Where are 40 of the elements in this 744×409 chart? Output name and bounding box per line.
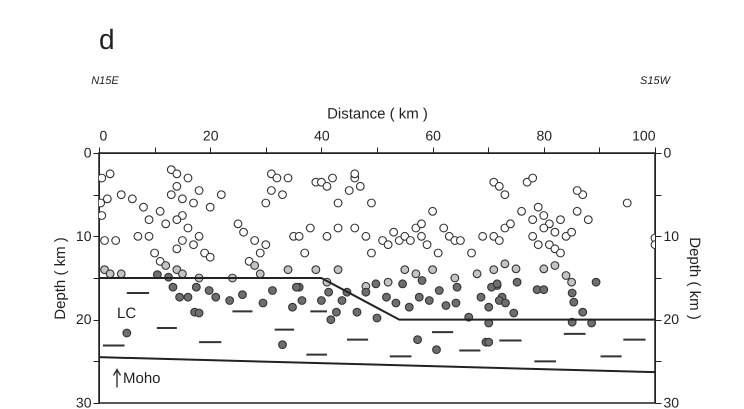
point <box>539 264 548 274</box>
point <box>472 269 482 278</box>
x-tick-label: 0 <box>100 128 108 144</box>
point <box>400 265 410 274</box>
y2-tick-label: 20 <box>664 311 680 328</box>
annotation: LC <box>117 305 136 322</box>
y2-tick-label: 0 <box>664 144 672 160</box>
x-tick-label: 100 <box>632 128 656 144</box>
y-tick-label: 10 <box>76 228 92 244</box>
point <box>550 261 560 270</box>
x-axis-title: Distance ( km ) <box>327 106 428 122</box>
x-tick-label: 80 <box>536 128 552 144</box>
point <box>384 278 393 287</box>
x-tick-label: 20 <box>202 128 219 144</box>
y-axis-title: Depth ( km ) <box>52 237 69 320</box>
text: d <box>99 24 115 55</box>
y-tick-label: 30 <box>76 394 92 409</box>
x-tick-label: 60 <box>425 128 442 144</box>
point <box>562 271 570 280</box>
y-tick-label: 20 <box>76 311 92 328</box>
point <box>334 265 343 274</box>
y2-tick-label: 30 <box>664 394 680 409</box>
point <box>161 261 170 270</box>
point <box>567 278 576 287</box>
point <box>428 265 438 274</box>
point <box>311 265 320 274</box>
point <box>250 261 260 270</box>
x-tick-label: 40 <box>314 128 330 144</box>
point <box>284 265 292 274</box>
point <box>450 274 460 282</box>
y2-tick-label: 10 <box>664 228 680 244</box>
point <box>512 264 520 274</box>
point <box>500 259 510 268</box>
point <box>489 265 498 274</box>
text: N15E <box>91 75 120 87</box>
point <box>411 269 420 278</box>
annotation: Moho <box>123 370 161 387</box>
text: S15W <box>640 75 672 87</box>
y-tick-label: 0 <box>84 144 92 160</box>
y2-axis-title: Depth ( km ) <box>686 237 704 320</box>
